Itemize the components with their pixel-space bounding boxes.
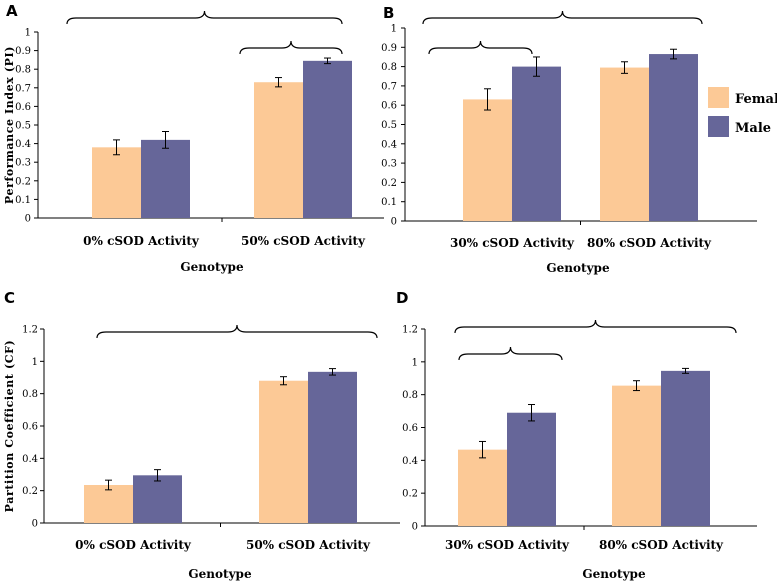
panel-b-bar-female bbox=[463, 99, 512, 221]
panel-a-bar-female bbox=[92, 147, 141, 218]
panel-c-category-label: 0% cSOD Activity bbox=[75, 538, 192, 552]
panel-c-letter: C bbox=[4, 289, 15, 307]
panel-b-bar-female bbox=[600, 67, 649, 221]
panel-d-category-label: 30% cSOD Activity bbox=[445, 538, 570, 552]
legend-label-male: Male bbox=[735, 121, 771, 136]
panel-c-x-title: Genotype bbox=[188, 567, 252, 581]
panel-b-x-title: Genotype bbox=[546, 261, 610, 275]
panel-c-y-title: Partition Coefficient (CF) bbox=[3, 340, 16, 513]
panel-b-ytick-label: 1 bbox=[391, 24, 397, 35]
panel-c-ytick-label: 0.4 bbox=[22, 454, 38, 465]
panel-b-ytick-label: 0.2 bbox=[381, 178, 397, 189]
panel-c-bar-female bbox=[84, 485, 133, 523]
panel-b-ytick-label: 0.4 bbox=[381, 139, 397, 150]
panel-a-bar-female bbox=[254, 82, 303, 218]
panel-c-ytick-label: 1 bbox=[32, 357, 38, 368]
panel-d-bar-male bbox=[507, 412, 556, 526]
legend-swatch-male bbox=[708, 116, 729, 137]
panel-d-letter: D bbox=[396, 289, 408, 307]
panel-c-bar-male bbox=[133, 475, 182, 523]
panel-a-ytick-label: 0 bbox=[25, 214, 31, 225]
panel-c-ytick-label: 1.2 bbox=[22, 325, 38, 336]
panel-b-ytick-label: 0.7 bbox=[381, 81, 397, 92]
panel-b-ytick-label: 0.9 bbox=[381, 43, 397, 54]
brace-c-0 bbox=[96, 324, 378, 339]
brace-d-0 bbox=[454, 319, 737, 334]
panel-b-bar-male bbox=[649, 54, 698, 222]
panel-a-ytick-label: 0.8 bbox=[15, 65, 31, 76]
panel-d-ytick-label: 1.2 bbox=[402, 325, 418, 336]
panel-c-ytick-label: 0.6 bbox=[22, 422, 38, 433]
panel-a-letter: A bbox=[6, 2, 18, 20]
panel-c-ytick-label: 0.8 bbox=[22, 389, 38, 400]
panel-d-ytick-label: 0.8 bbox=[402, 390, 418, 401]
panel-d-ytick-label: 0.6 bbox=[402, 423, 418, 434]
panel-d-ytick-label: 1 bbox=[412, 357, 418, 368]
panel-d-x-title: Genotype bbox=[582, 567, 646, 581]
brace-d-1 bbox=[458, 346, 563, 361]
legend-swatch-female bbox=[708, 87, 729, 108]
panel-a-ytick-label: 0.2 bbox=[15, 176, 31, 187]
panel-d-category-label: 80% cSOD Activity bbox=[599, 538, 724, 552]
panel-c-bar-male bbox=[308, 371, 357, 523]
panel-a-bar-male bbox=[303, 60, 352, 218]
brace-a-0 bbox=[66, 10, 343, 25]
panel-b-category-label: 30% cSOD Activity bbox=[450, 236, 575, 250]
panel-a-ytick-label: 0.6 bbox=[15, 102, 31, 113]
panel-a-ytick-label: 0.4 bbox=[15, 139, 31, 150]
panel-c-category-label: 50% cSOD Activity bbox=[246, 538, 371, 552]
panel-a-ytick-label: 0.9 bbox=[15, 46, 31, 57]
legend-label-female: Female bbox=[735, 92, 777, 107]
panel-b-category-label: 80% cSOD Activity bbox=[587, 236, 712, 250]
panel-b-ytick-label: 0 bbox=[391, 217, 397, 228]
panel-b-letter: B bbox=[383, 4, 394, 22]
panel-a-ytick-label: 0.7 bbox=[15, 83, 31, 94]
panel-b-ytick-label: 0.8 bbox=[381, 62, 397, 73]
panel-b-ytick-label: 0.3 bbox=[381, 159, 397, 170]
panel-a-ytick-label: 1 bbox=[25, 28, 31, 39]
panel-b-ytick-label: 0.5 bbox=[381, 120, 397, 131]
panel-c-ytick-label: 0 bbox=[32, 519, 38, 530]
panel-d-ytick-label: 0.4 bbox=[402, 456, 418, 467]
panel-a-category-label: 50% cSOD Activity bbox=[241, 234, 366, 248]
panel-a-category-label: 0% cSOD Activity bbox=[83, 234, 200, 248]
panel-c-ytick-label: 0.2 bbox=[22, 486, 38, 497]
brace-b-1 bbox=[428, 40, 533, 55]
panel-b-bar-male bbox=[512, 66, 561, 221]
panel-a-ytick-label: 0.3 bbox=[15, 158, 31, 169]
panel-d-ytick-label: 0.2 bbox=[402, 489, 418, 500]
panel-d-bar-male bbox=[661, 370, 710, 526]
brace-a-1 bbox=[239, 40, 343, 55]
panel-a-x-title: Genotype bbox=[180, 260, 244, 274]
panel-c-bar-female bbox=[259, 380, 308, 523]
panel-b-ytick-label: 0.6 bbox=[381, 101, 397, 112]
panel-b-ytick-label: 0.1 bbox=[381, 197, 397, 208]
panel-a-y-title: Performance Index (PI) bbox=[3, 46, 16, 204]
panel-d-ytick-label: 0 bbox=[412, 522, 418, 533]
panel-a-ytick-label: 0.5 bbox=[15, 121, 31, 132]
panel-d-bar-female bbox=[612, 385, 661, 526]
panel-d-bar-female bbox=[458, 449, 507, 526]
brace-b-0 bbox=[422, 10, 703, 25]
panel-a-ytick-label: 0.1 bbox=[15, 195, 31, 206]
panel-a-bar-male bbox=[141, 139, 190, 218]
